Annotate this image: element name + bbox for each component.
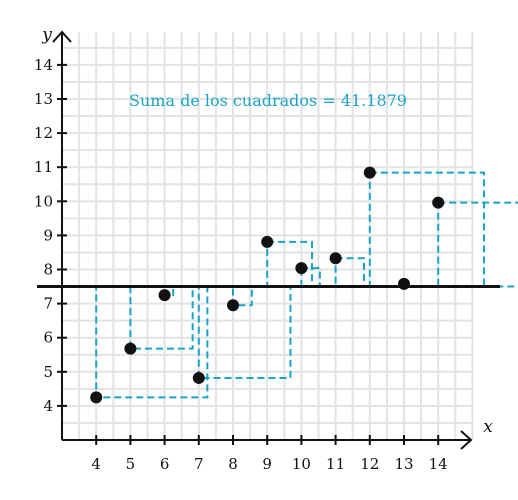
x-tick-label: 12 <box>360 455 379 473</box>
residual-square <box>129 285 194 350</box>
x-tick-label: 10 <box>292 455 311 473</box>
y-tick-label: 11 <box>34 158 53 176</box>
data-point <box>124 342 137 355</box>
data-point <box>227 299 239 312</box>
x-tick-label: 6 <box>160 455 170 473</box>
y-tick-label: 12 <box>34 124 53 142</box>
y-tick-label: 13 <box>34 90 53 108</box>
y-tick-label: 6 <box>43 329 53 347</box>
x-tick-label: 8 <box>228 455 238 473</box>
x-axis-label: x <box>483 417 493 437</box>
data-points <box>90 166 445 404</box>
x-axis-arrow <box>460 430 473 450</box>
data-point <box>261 235 274 248</box>
grid <box>62 32 474 440</box>
y-tick-label: 5 <box>43 363 53 381</box>
data-point <box>295 262 308 275</box>
tick-labels: 4 5 6 7 8 9 10 11 12 13 14 4 5 6 7 8 9 10 11 12 13 14 <box>34 56 448 473</box>
y-tick-label: 7 <box>43 295 53 313</box>
y-tick-label: 9 <box>43 226 53 244</box>
data-point <box>329 252 342 265</box>
x-tick-label: 11 <box>326 455 345 473</box>
residual-square <box>232 285 253 307</box>
data-point <box>158 289 171 302</box>
data-point <box>90 391 103 404</box>
data-point <box>398 277 410 290</box>
x-tick-label: 7 <box>194 455 204 473</box>
x-tick-label: 9 <box>262 455 272 473</box>
y-axis-arrow <box>52 30 72 43</box>
y-tick-label: 4 <box>43 397 53 415</box>
residual-square <box>368 171 486 288</box>
x-tick-label: 13 <box>394 455 413 473</box>
x-tick-label: 14 <box>429 455 448 473</box>
y-axis-label: y <box>41 25 52 45</box>
data-point <box>192 371 205 384</box>
y-tick-label: 14 <box>34 56 53 74</box>
x-tick-label: 4 <box>91 455 101 473</box>
residual-square <box>334 257 365 288</box>
x-tick-label: 5 <box>126 455 136 473</box>
y-tick-label: 8 <box>43 261 53 279</box>
residual-square <box>437 201 518 288</box>
data-point <box>363 166 376 179</box>
residual-square <box>197 285 292 379</box>
sum-of-squares-annotation: Suma de los cuadrados = 41.1879 <box>129 91 407 110</box>
data-point <box>432 196 445 209</box>
y-tick-label: 10 <box>34 192 53 210</box>
